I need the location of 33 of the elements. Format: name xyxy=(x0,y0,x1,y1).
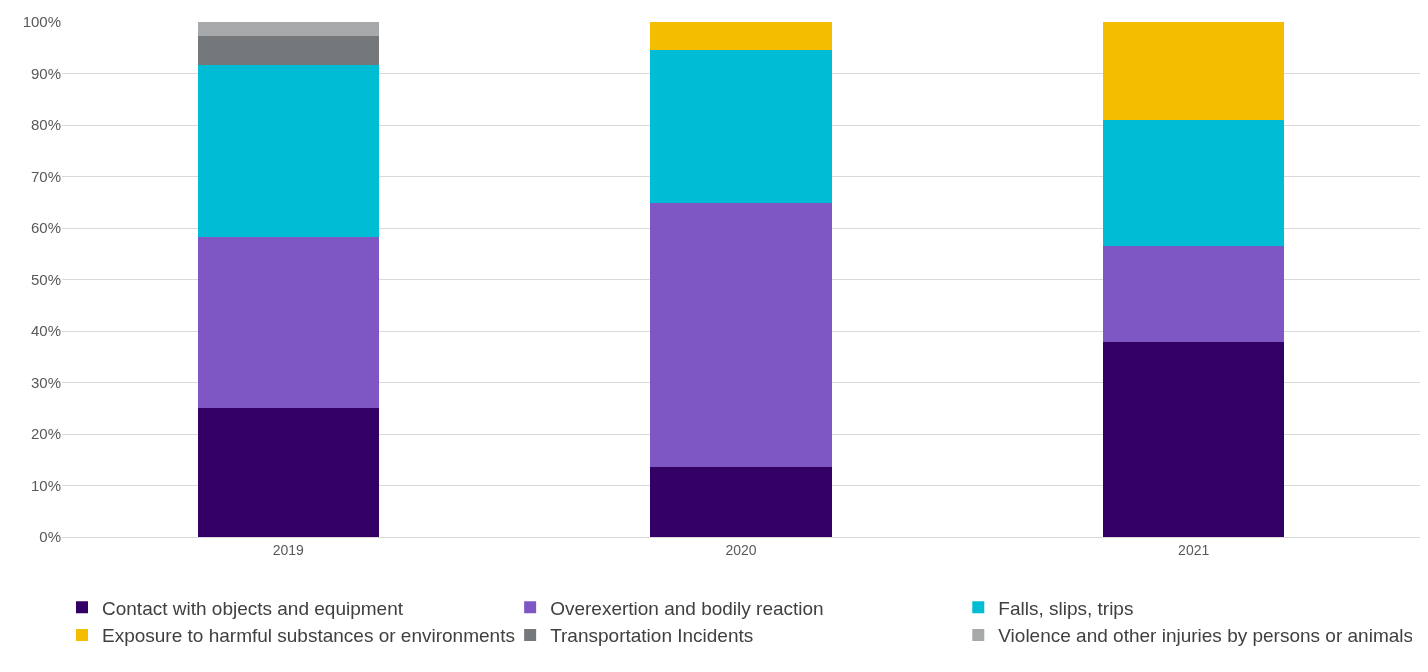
x-tick-label: 2020 xyxy=(725,541,757,558)
x-tick-label: 2019 xyxy=(272,541,305,558)
legend-label: Violence and other injuries by persons or animals xyxy=(998,625,1413,647)
y-tick-label: 40% xyxy=(30,322,61,340)
y-tick-label: 50% xyxy=(30,270,61,288)
legend-label: Overexertion and bodily reaction xyxy=(550,597,824,619)
y-tick-label: 30% xyxy=(30,373,61,391)
bar xyxy=(1103,341,1285,537)
bar xyxy=(1103,22,1285,120)
legend-label: Transportation Incidents xyxy=(550,625,754,647)
legend-label: Falls, slips, trips xyxy=(998,597,1134,619)
y-tick-label: 10% xyxy=(30,476,61,494)
bar xyxy=(197,36,379,66)
y-tick-label: 100% xyxy=(22,13,61,31)
bar xyxy=(197,236,379,409)
bar xyxy=(1103,119,1285,247)
bar xyxy=(1103,246,1285,342)
y-tick-label: 70% xyxy=(30,167,61,185)
legend-label: Contact with objects and equipment xyxy=(102,597,404,619)
y-tick-label: 20% xyxy=(30,425,61,443)
bar xyxy=(650,49,832,203)
bar xyxy=(650,22,832,50)
y-tick-label: 60% xyxy=(30,219,61,237)
bar xyxy=(197,22,379,37)
y-tick-label: 90% xyxy=(30,64,61,82)
bar xyxy=(650,467,832,537)
x-tick-label: 2021 xyxy=(1178,541,1210,558)
legend-label: Exposure to harmful substances or environments xyxy=(102,625,515,647)
bar xyxy=(197,408,379,537)
y-tick-label: 0% xyxy=(39,528,61,546)
y-tick-label: 80% xyxy=(30,116,61,134)
bar xyxy=(197,65,379,237)
bar xyxy=(650,202,832,468)
